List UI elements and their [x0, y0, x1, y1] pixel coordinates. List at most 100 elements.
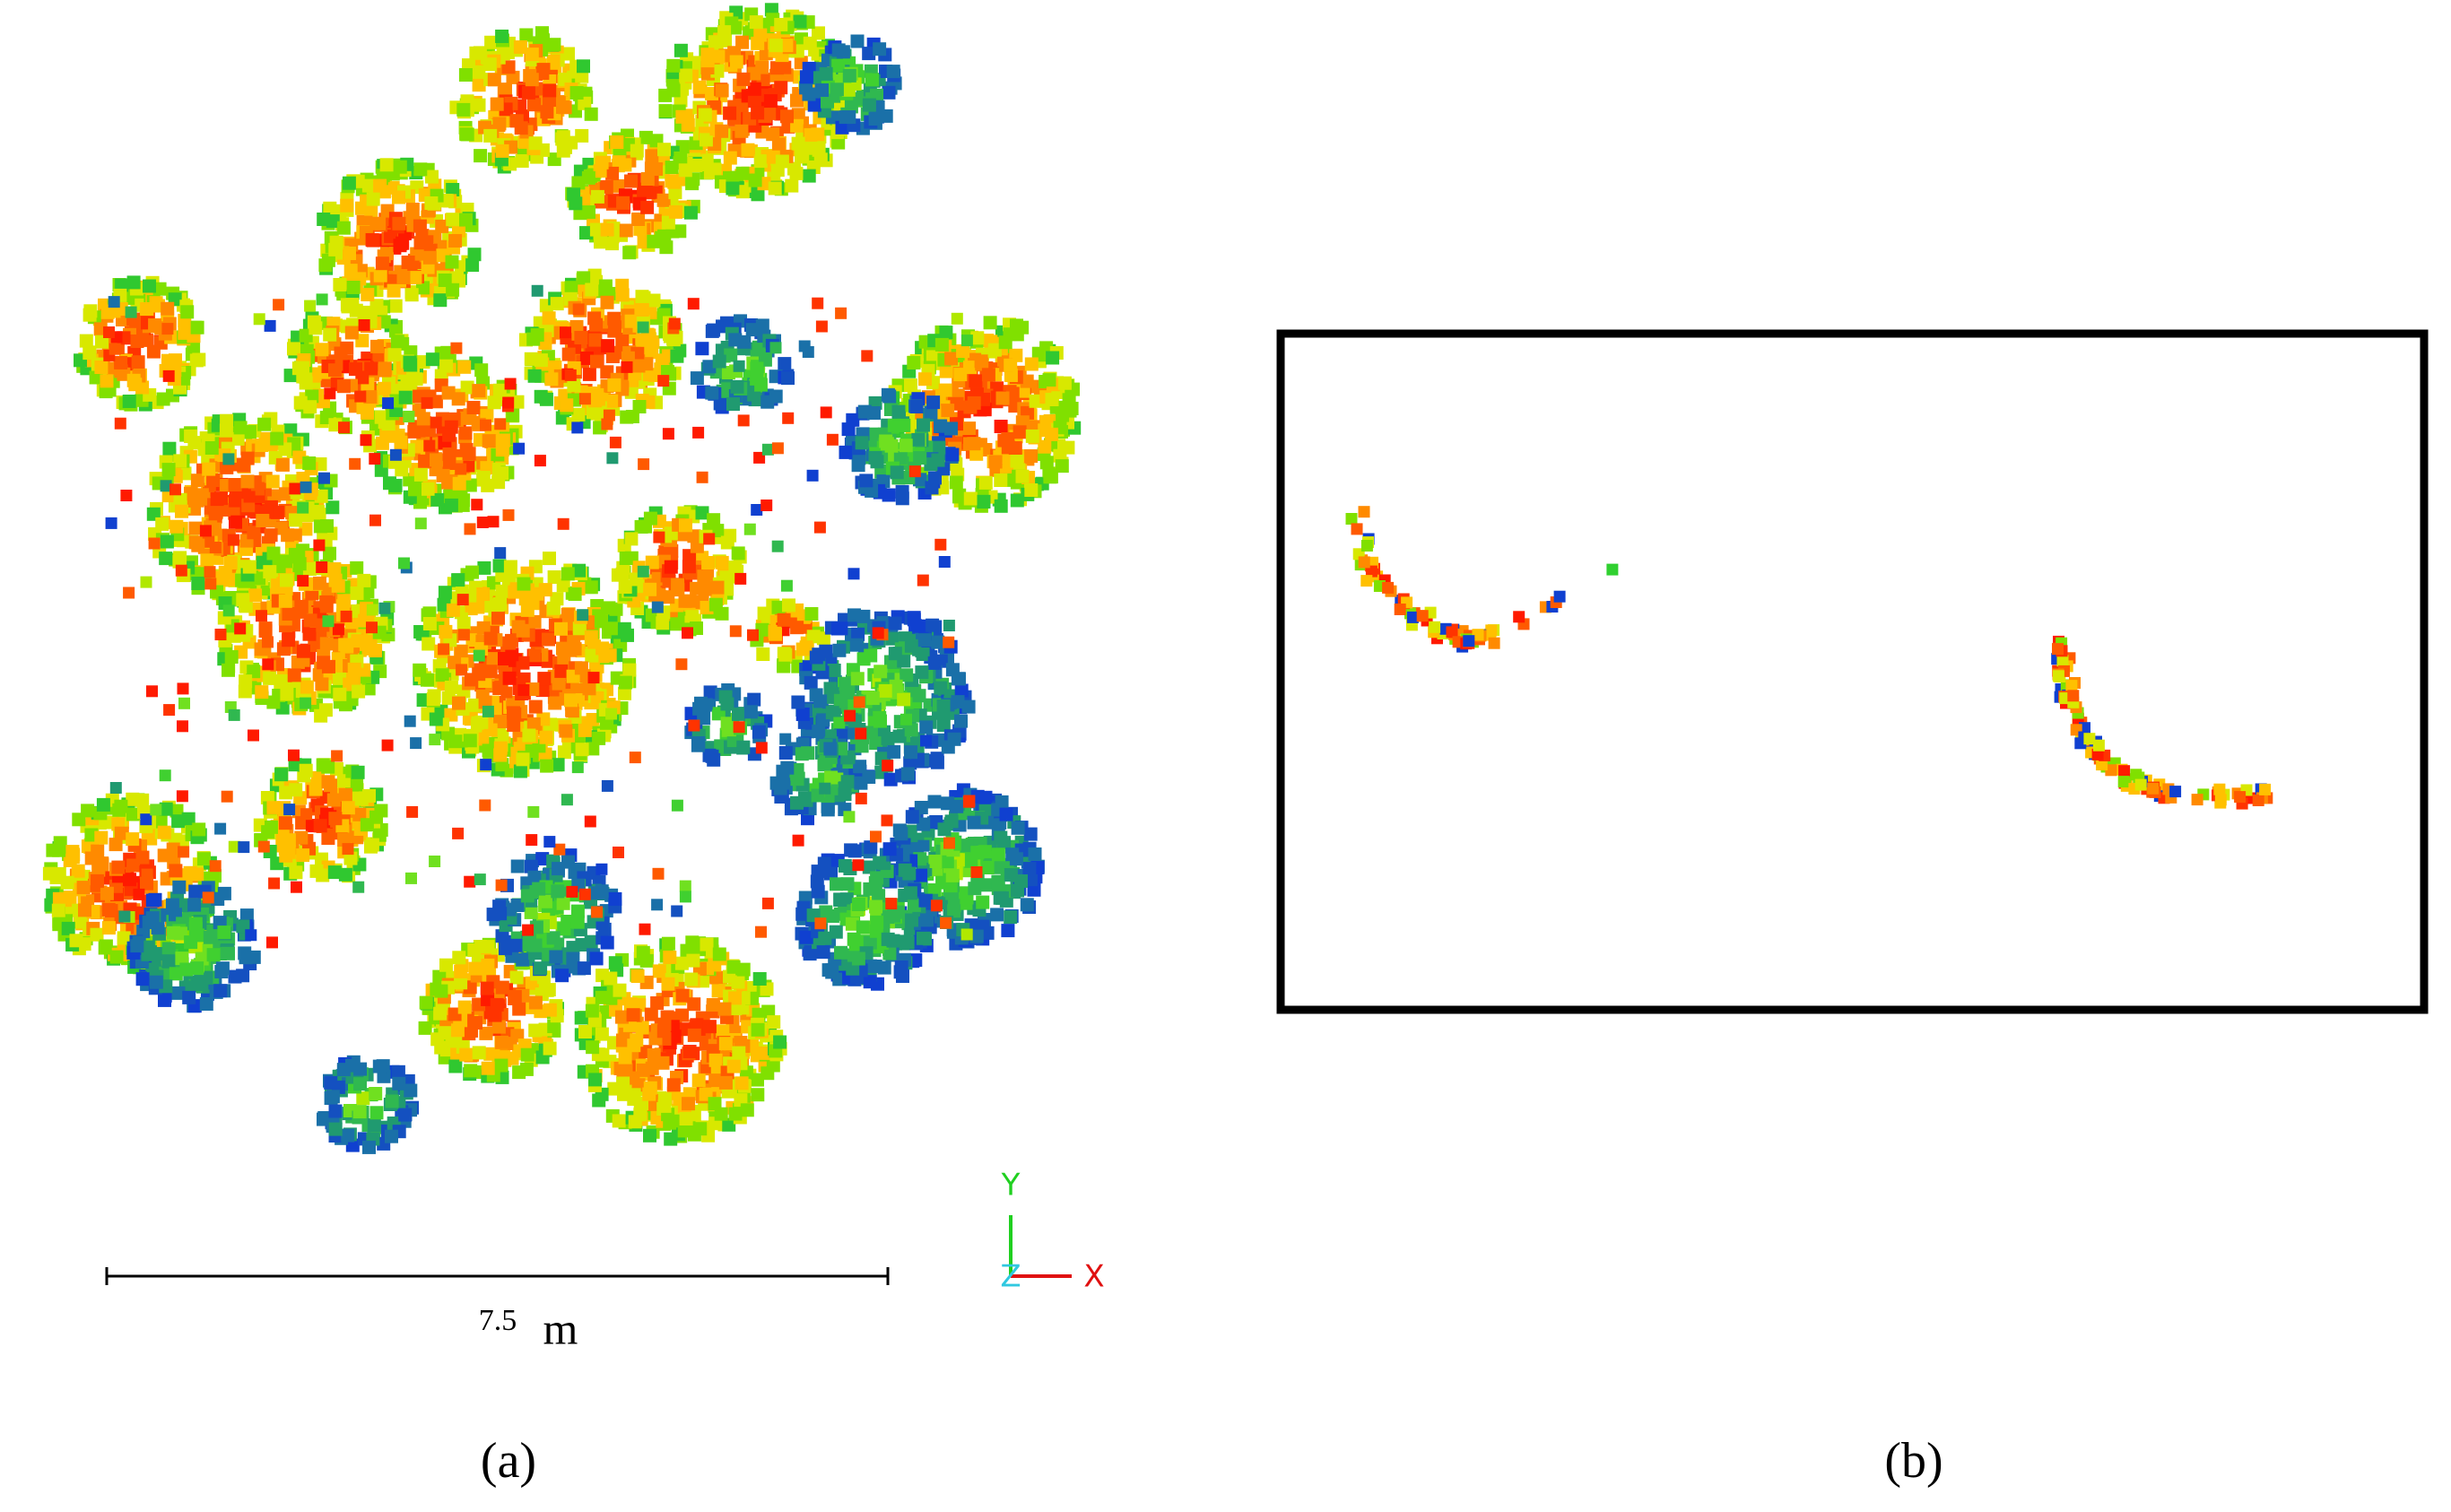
point	[76, 881, 91, 895]
point	[393, 160, 407, 174]
point	[192, 822, 206, 837]
point	[736, 72, 751, 86]
point	[1022, 862, 1037, 876]
point	[588, 1073, 603, 1087]
point	[615, 278, 630, 292]
point	[804, 675, 818, 690]
point	[856, 920, 870, 934]
point	[630, 143, 644, 158]
point	[328, 1122, 343, 1136]
point	[969, 929, 984, 943]
point	[682, 1045, 697, 1058]
point	[617, 1087, 630, 1101]
point	[938, 383, 952, 397]
point	[751, 36, 765, 50]
point	[303, 613, 317, 628]
point	[452, 223, 465, 238]
point	[990, 908, 1004, 922]
point	[947, 732, 961, 746]
point	[316, 758, 330, 772]
point	[261, 825, 275, 839]
point	[728, 560, 743, 575]
point	[495, 466, 509, 481]
point	[513, 764, 527, 778]
point	[920, 913, 934, 927]
point	[631, 359, 646, 373]
point	[450, 1023, 465, 1038]
point	[130, 335, 144, 348]
point	[429, 712, 443, 726]
point	[873, 665, 888, 679]
point	[907, 898, 921, 912]
point	[293, 395, 308, 410]
point	[352, 1105, 367, 1119]
point	[114, 799, 128, 813]
point	[331, 578, 345, 593]
point	[951, 695, 965, 709]
point	[557, 745, 571, 760]
point	[392, 1076, 406, 1091]
point	[847, 844, 862, 858]
point	[1013, 425, 1027, 439]
point	[556, 578, 570, 593]
point	[900, 767, 915, 781]
point	[505, 1051, 519, 1065]
point	[123, 873, 136, 887]
point	[747, 66, 761, 81]
point	[347, 662, 361, 676]
point	[542, 311, 556, 326]
point	[635, 1021, 649, 1035]
point	[354, 792, 369, 806]
point	[640, 200, 655, 214]
point	[569, 196, 583, 211]
point	[919, 720, 934, 734]
point	[480, 981, 494, 995]
point	[507, 706, 520, 720]
point	[778, 746, 793, 760]
point	[528, 995, 543, 1010]
point	[452, 951, 466, 965]
point	[492, 383, 507, 397]
point	[363, 390, 378, 404]
point	[678, 594, 692, 608]
point	[914, 868, 928, 882]
point	[128, 378, 143, 392]
point	[550, 297, 564, 311]
point	[708, 597, 723, 612]
point	[408, 482, 422, 497]
point	[385, 1129, 398, 1143]
point	[324, 778, 337, 793]
point	[517, 577, 531, 591]
point	[502, 671, 517, 685]
point	[671, 578, 685, 592]
point	[556, 143, 570, 158]
point	[89, 370, 103, 385]
point	[752, 972, 767, 986]
point	[865, 691, 880, 706]
point	[778, 647, 793, 662]
point	[459, 1047, 474, 1062]
point	[595, 1027, 609, 1041]
point	[242, 560, 256, 574]
point	[645, 149, 659, 163]
point	[647, 234, 661, 248]
point	[687, 1028, 701, 1042]
point	[600, 222, 614, 237]
point	[458, 68, 473, 82]
point	[656, 1024, 671, 1038]
point	[616, 1076, 630, 1091]
point	[372, 216, 387, 230]
point	[476, 471, 491, 484]
point	[631, 213, 646, 226]
point	[712, 947, 726, 961]
point	[659, 240, 674, 255]
point	[404, 358, 418, 372]
point	[622, 663, 637, 677]
point	[71, 864, 85, 878]
point	[416, 281, 430, 295]
point	[579, 226, 593, 240]
point	[734, 124, 749, 138]
point	[766, 1058, 780, 1073]
point	[352, 684, 366, 699]
point	[494, 1035, 508, 1049]
